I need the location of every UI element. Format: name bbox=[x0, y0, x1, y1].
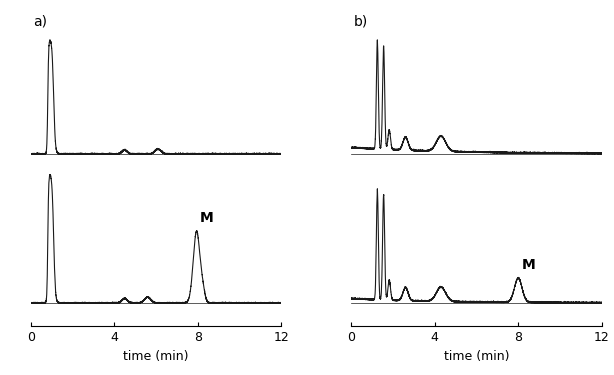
Text: a): a) bbox=[33, 14, 47, 28]
X-axis label: time (min): time (min) bbox=[444, 350, 509, 363]
Text: M: M bbox=[521, 258, 535, 272]
Text: b): b) bbox=[354, 14, 368, 28]
Text: M: M bbox=[200, 211, 214, 225]
X-axis label: time (min): time (min) bbox=[123, 350, 188, 363]
